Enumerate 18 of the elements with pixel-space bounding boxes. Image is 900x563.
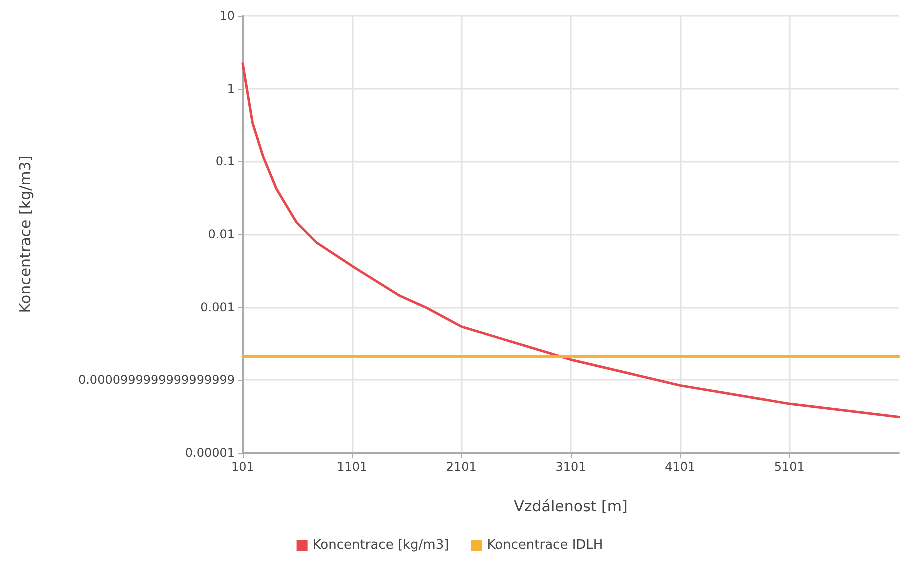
x-tick-label: 1101	[337, 460, 368, 474]
x-tick-label: 2101	[446, 460, 477, 474]
x-tick-label: 5101	[774, 460, 805, 474]
y-axis-title: Koncentrace [kg/m3]	[16, 156, 34, 314]
x-tick-label: 101	[232, 460, 254, 474]
y-tick-label: 0.00001	[185, 446, 235, 460]
y-tick-label: 0.001	[200, 300, 235, 314]
x-tick-label: 3101	[556, 460, 586, 474]
y-tick-label: 0.01	[208, 228, 235, 242]
x-axis-title: Vzdálenost [m]	[514, 498, 628, 516]
y-tick-label: 10	[220, 9, 235, 23]
y-tick-label: 0.0000999999999999999	[78, 373, 235, 388]
line-series	[242, 62, 900, 418]
y-tick-label: 0.1	[216, 154, 235, 169]
legend-label: Koncentrace IDLH	[487, 538, 604, 553]
legend-label: Koncentrace [kg/m3]	[312, 538, 450, 553]
y-tick-label: 1	[227, 82, 235, 96]
x-tick-label: 4101	[665, 460, 696, 474]
